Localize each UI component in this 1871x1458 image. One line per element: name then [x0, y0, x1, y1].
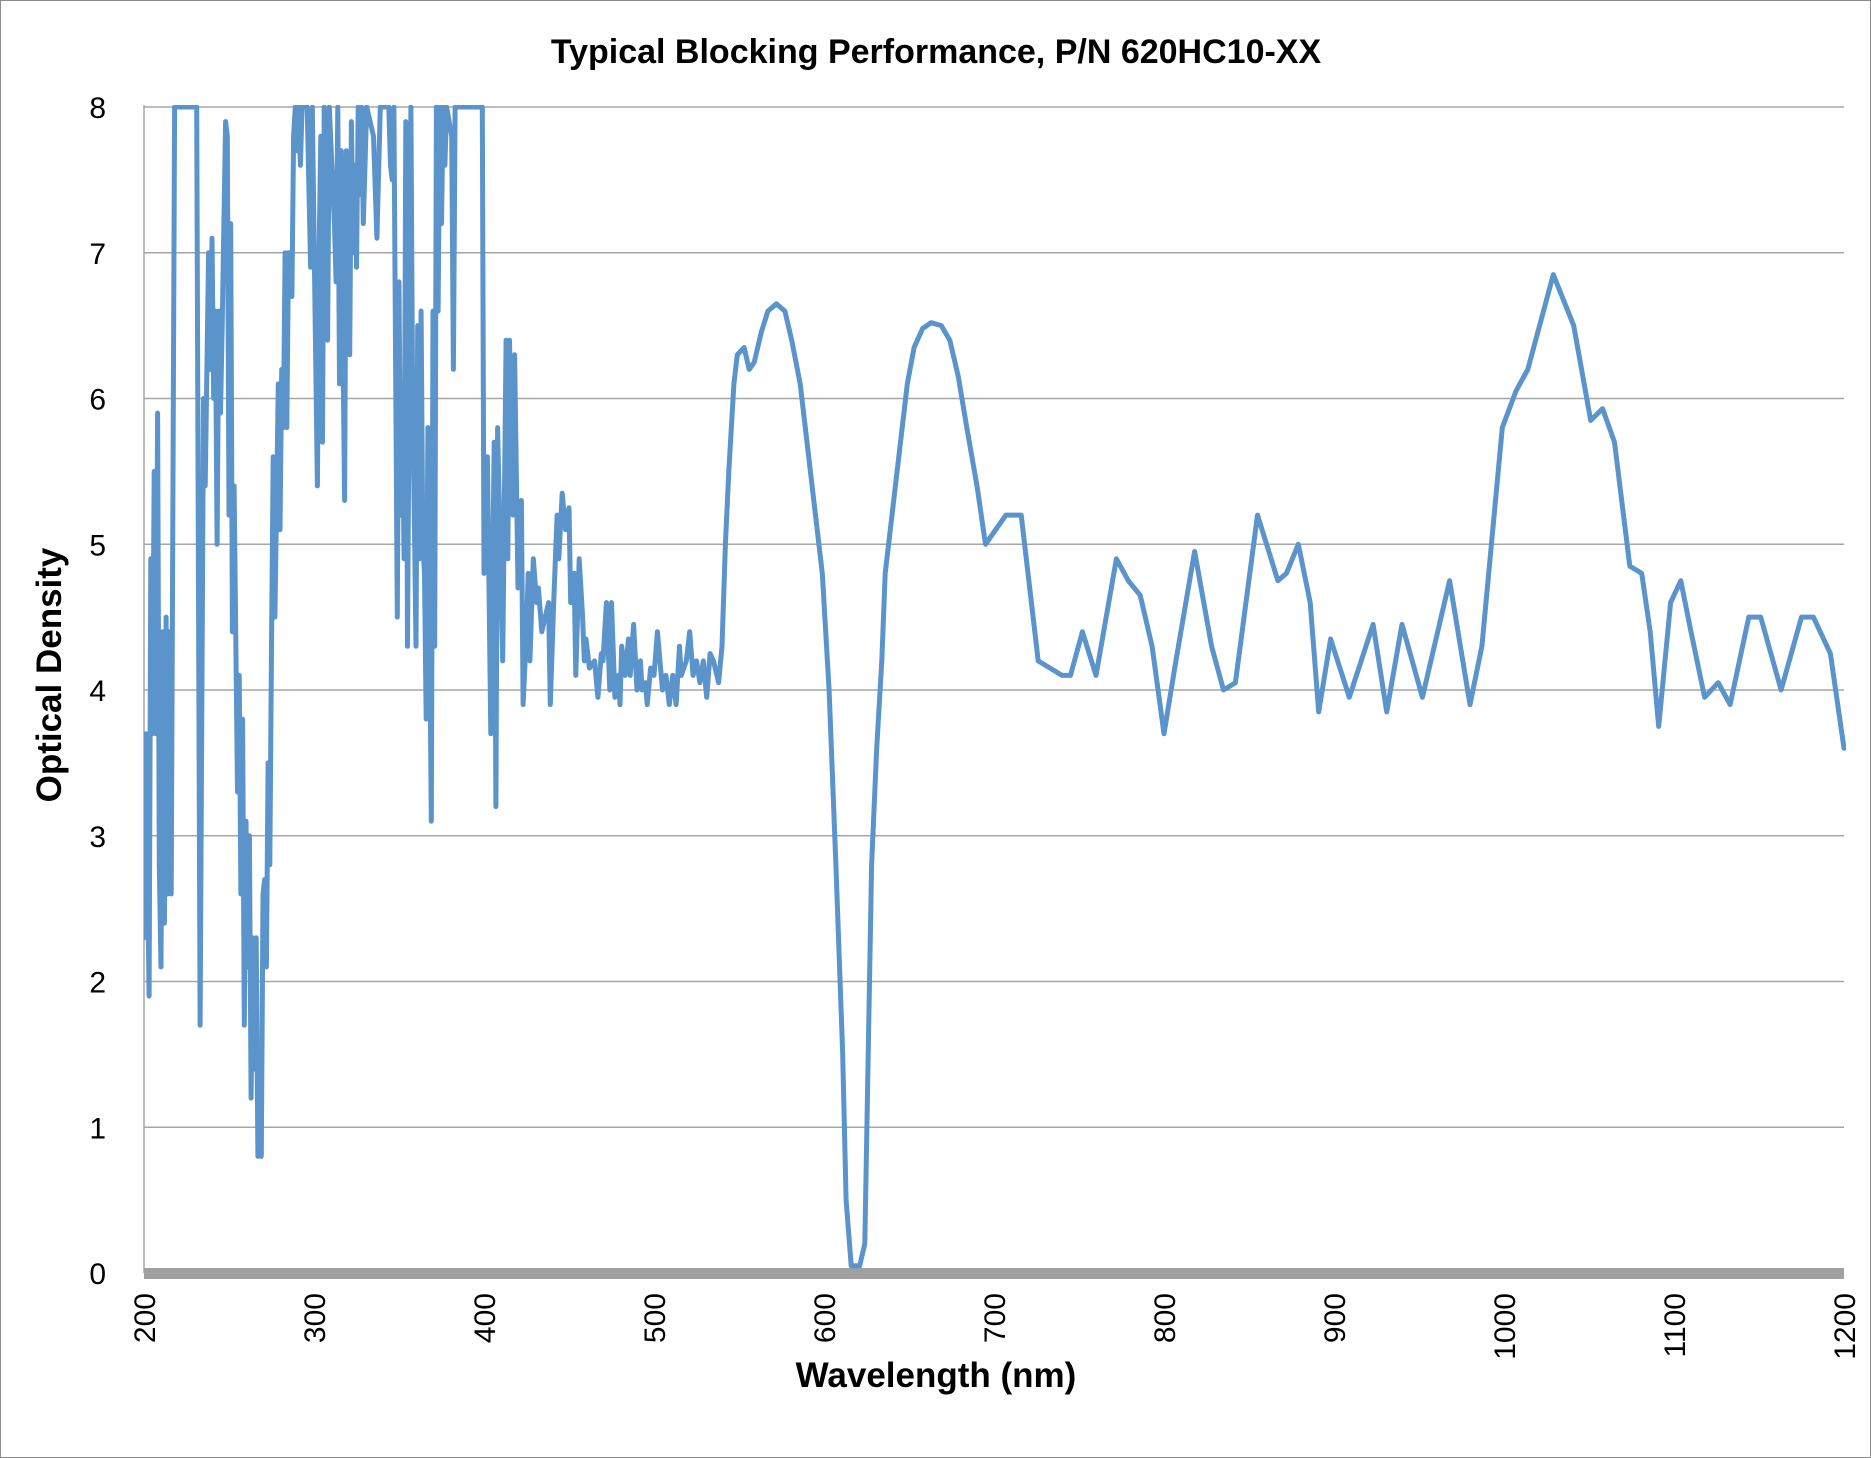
x-axis-baseline: [144, 1268, 1844, 1279]
y-tick-label: 4: [89, 675, 106, 708]
x-tick-label: 900: [1319, 1293, 1352, 1343]
x-tick-label: 400: [469, 1293, 502, 1343]
x-tick-label: 1100: [1659, 1293, 1692, 1358]
y-tick-label: 1: [89, 1112, 106, 1145]
y-tick-labels: 0 1 2 3 4 5 6 7 8: [89, 92, 106, 1291]
y-tick-label: 5: [89, 529, 106, 562]
x-axis-label: Wavelength (nm): [796, 1356, 1077, 1395]
series-line-0: [144, 105, 1846, 1269]
x-tick-label: 200: [129, 1293, 162, 1343]
y-tick-label: 8: [89, 92, 106, 125]
x-tick-label: 1000: [1489, 1293, 1522, 1360]
y-tick-label: 3: [89, 821, 106, 854]
x-tick-labels: 200 300 400 500 600 700 800 900 1000 1100 1200: [129, 1293, 1862, 1360]
y-tick-label: 6: [89, 384, 106, 417]
x-tick-label: 1200: [1829, 1293, 1862, 1360]
x-tick-label: 700: [979, 1293, 1012, 1343]
y-tick-label: 2: [89, 967, 106, 1000]
y-axis-label: Optical Density: [30, 547, 69, 802]
x-tick-label: 300: [299, 1293, 332, 1343]
x-tick-label: 500: [639, 1293, 672, 1343]
y-tick-label: 7: [89, 238, 106, 271]
x-tick-label: 800: [1149, 1293, 1182, 1343]
x-tick-label: 600: [809, 1293, 842, 1343]
series-group: [144, 105, 1846, 1269]
y-tick-label: 0: [89, 1258, 106, 1291]
chart-title: Typical Blocking Performance, P/N 620HC1…: [551, 33, 1322, 71]
